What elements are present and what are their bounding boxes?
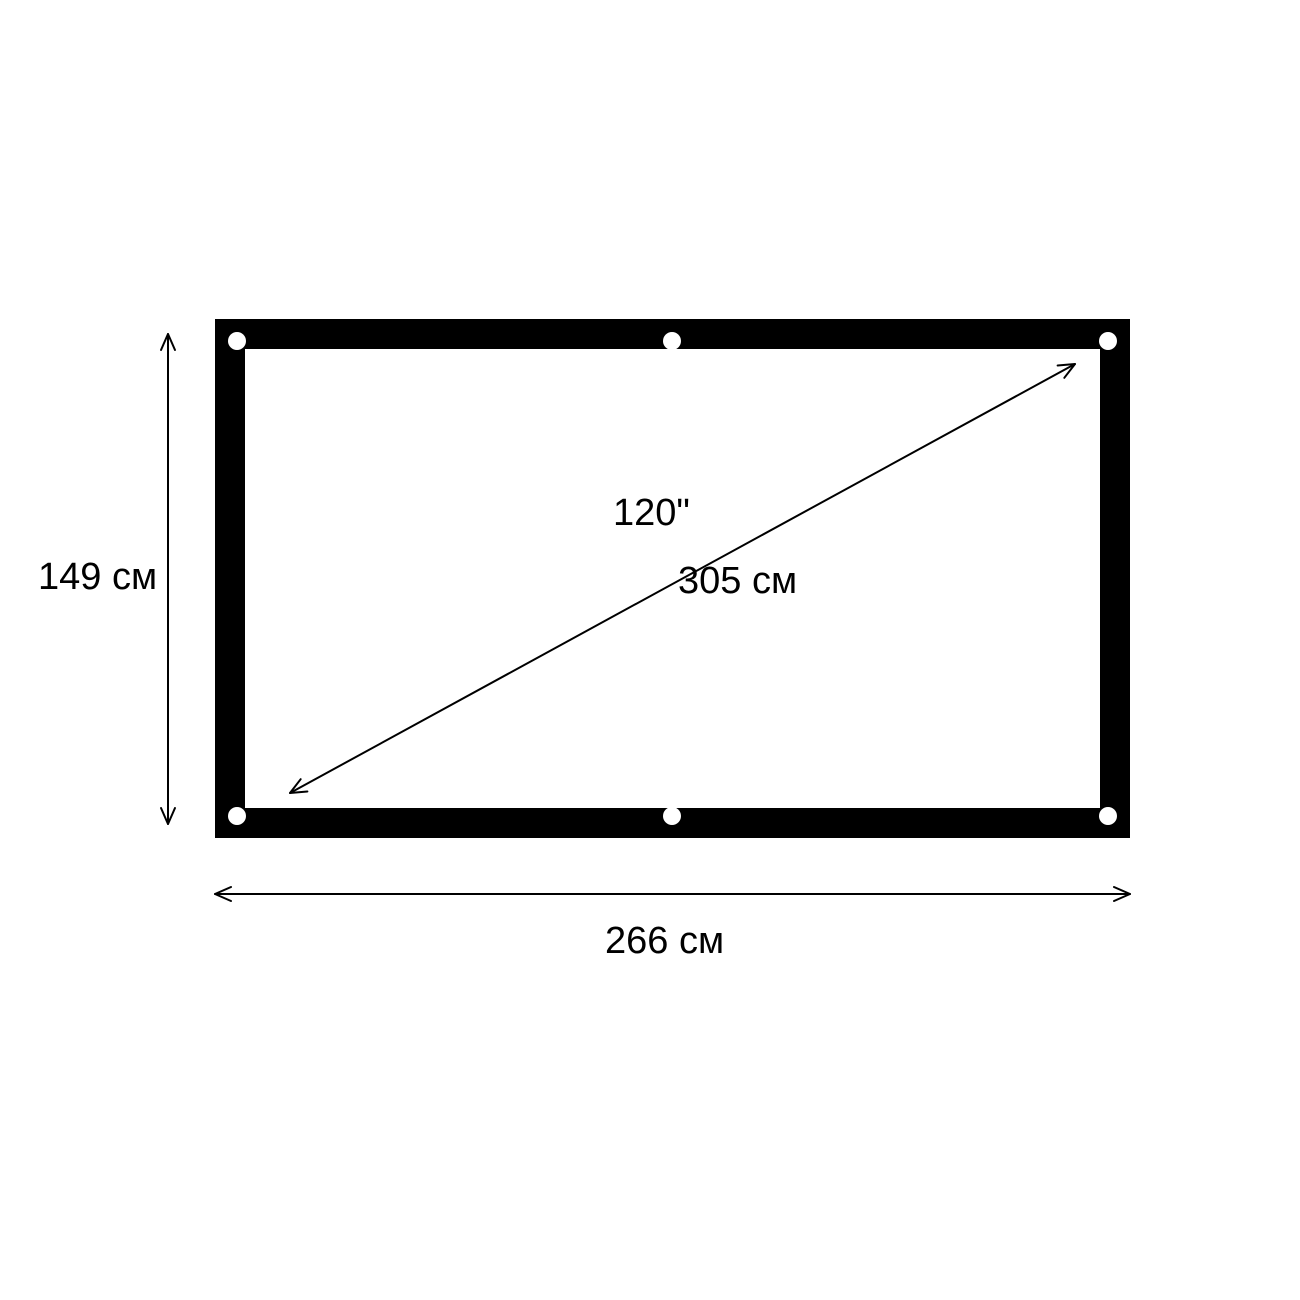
- height-dimension-label: 149 см: [38, 556, 157, 599]
- diagonal-inches-label: 120": [613, 492, 690, 535]
- width-dimension-label: 266 см: [605, 920, 724, 963]
- dimension-diagram: [0, 0, 1300, 1300]
- diagonal-cm-label: 305 см: [678, 560, 797, 603]
